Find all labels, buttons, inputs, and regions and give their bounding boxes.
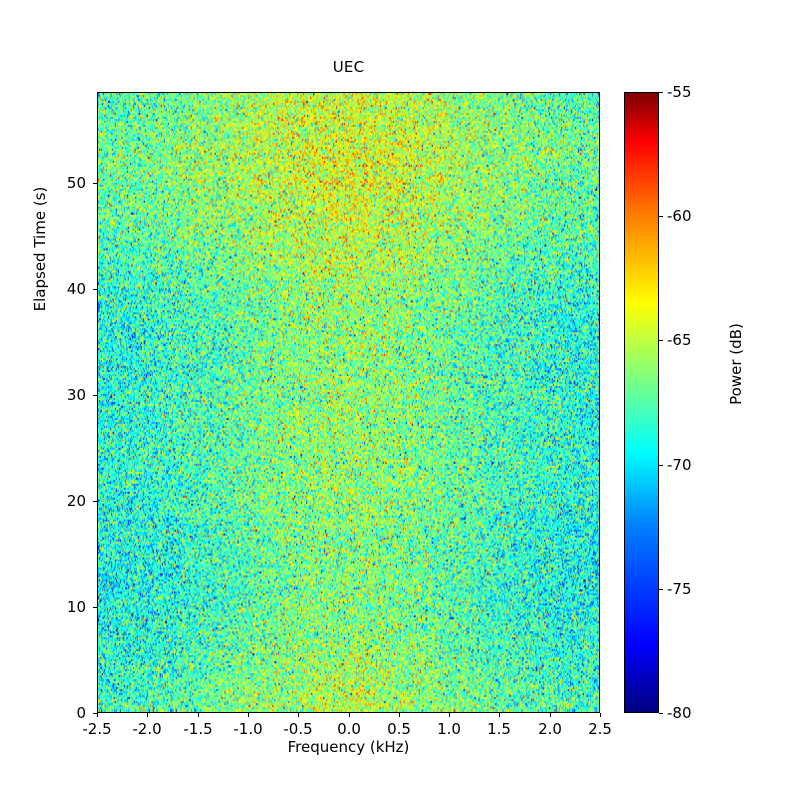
x-tick-label: -1.5 [183, 720, 213, 738]
colorbar-tick-label: -75 [667, 580, 692, 598]
x-tick-label: 1.0 [437, 720, 461, 738]
x-tick-mark [499, 713, 500, 717]
x-tick-mark [399, 713, 400, 717]
colorbar-tick-label: -65 [667, 331, 692, 349]
colorbar-tick-label: -55 [667, 83, 692, 101]
plot-area [97, 92, 600, 713]
x-tick-label: 0.5 [387, 720, 411, 738]
x-tick-mark [550, 713, 551, 717]
x-tick-mark [349, 713, 350, 717]
spectrogram-image [98, 93, 599, 712]
x-tick-label: -2.0 [132, 720, 162, 738]
y-tick-mark [93, 183, 97, 184]
y-tick-mark [93, 607, 97, 608]
y-tick-mark [93, 395, 97, 396]
x-axis-label: Frequency (kHz) [287, 738, 410, 756]
x-tick-mark [97, 713, 98, 717]
x-tick-mark [600, 713, 601, 717]
colorbar-tick-label: -80 [667, 704, 692, 722]
colorbar-tick-label: -60 [667, 207, 692, 225]
colorbar-label: Power (dB) [727, 323, 745, 405]
y-tick-mark [93, 289, 97, 290]
x-tick-label: 2.0 [538, 720, 562, 738]
colorbar [624, 92, 659, 713]
x-tick-mark [147, 713, 148, 717]
x-tick-mark [198, 713, 199, 717]
colorbar-tick-mark [659, 216, 663, 217]
x-tick-label: 1.5 [487, 720, 511, 738]
colorbar-tick-mark [659, 589, 663, 590]
colorbar-tick-mark [659, 340, 663, 341]
y-tick-label: 50 [66, 174, 86, 192]
x-tick-label: -0.5 [283, 720, 313, 738]
y-tick-mark [93, 501, 97, 502]
y-tick-label: 40 [66, 280, 86, 298]
y-tick-label: 30 [66, 386, 86, 404]
colorbar-tick-mark [659, 92, 663, 93]
x-tick-label: 2.5 [588, 720, 612, 738]
y-tick-label: 20 [66, 492, 86, 510]
x-tick-mark [298, 713, 299, 717]
colorbar-tick-mark [659, 465, 663, 466]
y-tick-mark [93, 713, 97, 714]
y-tick-label: 10 [66, 598, 86, 616]
title-line-station: UEC [332, 58, 365, 76]
x-tick-mark [248, 713, 249, 717]
x-tick-label: 0.0 [337, 720, 361, 738]
colorbar-tick-label: -70 [667, 456, 692, 474]
y-tick-label: 0 [76, 704, 86, 722]
x-tick-label: -1.0 [233, 720, 263, 738]
colorbar-tick-mark [659, 713, 663, 714]
x-tick-mark [449, 713, 450, 717]
x-tick-label: -2.5 [82, 720, 112, 738]
